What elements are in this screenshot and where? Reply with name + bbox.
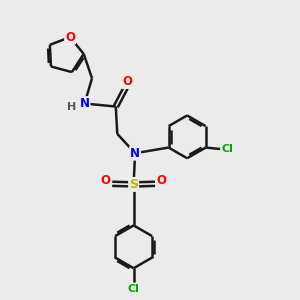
Text: O: O (101, 174, 111, 187)
Text: Cl: Cl (128, 284, 140, 294)
Text: Cl: Cl (221, 144, 233, 154)
Text: N: N (80, 97, 90, 110)
Text: S: S (129, 178, 138, 191)
Text: H: H (68, 102, 77, 112)
Text: O: O (157, 174, 166, 187)
Text: N: N (130, 147, 140, 160)
Text: O: O (65, 31, 75, 44)
Text: O: O (122, 75, 132, 88)
